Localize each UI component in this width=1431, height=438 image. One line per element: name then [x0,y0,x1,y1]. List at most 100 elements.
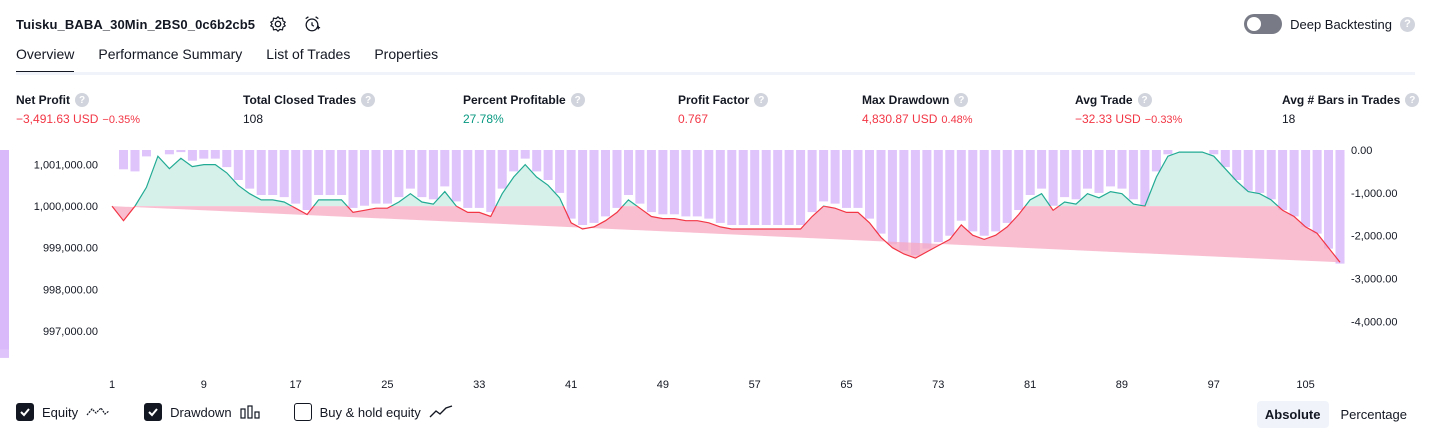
drawdown-bar [819,150,829,202]
metric-avg-bars-in-trades: Avg # Bars in Trades? 18 [1282,93,1420,126]
drawdown-bar [1220,150,1230,168]
drawdown-bar [130,150,140,172]
info-icon[interactable]: ? [361,93,376,107]
drawdown-bar [176,150,186,153]
drawdown-bar [646,150,656,213]
drawdown-bar [738,150,748,225]
drawdown-bar [279,150,289,198]
drawdown-bar [532,150,542,172]
x-tick-label: 1 [109,379,115,391]
drawdown-bar [1312,150,1322,234]
legend-buy-hold-label: Buy & hold equity [319,404,421,420]
drawdown-bar [784,150,794,225]
strategy-title: Tuisku_BABA_30Min_2BS0_0c6b2cb5 [16,16,256,32]
settings-icon[interactable] [267,13,289,35]
equity-drawdown-chart[interactable]: 1,001,000.00 1,000,000.00 999,000.00 998,00… [0,140,1431,396]
buy-hold-checkbox[interactable] [293,403,312,421]
drawdown-bar [1060,150,1070,198]
deep-backtesting-label: Deep Backtesting [1290,16,1392,32]
drawdown-bar [555,150,565,193]
drawdown-bar [337,150,347,195]
drawdown-bar [681,150,691,217]
info-icon[interactable]: ? [570,93,585,107]
legend-drawdown[interactable]: Drawdown [144,403,260,421]
info-icon[interactable]: ? [1137,93,1152,107]
equity-line-icon [86,407,110,416]
drawdown-bar [865,150,874,219]
tab-performance-summary[interactable]: Performance Summary [98,46,243,62]
legend-equity-label: Equity [42,404,79,420]
drawdown-bar [669,150,679,215]
drawdown-bar [405,150,415,189]
drawdown-bar [750,150,760,225]
drawdown-bar [899,150,909,251]
x-tick-label: 97 [1208,379,1220,391]
drawdown-bar [910,150,920,255]
y-right-tick-label: -4,000.00 [1351,316,1397,328]
info-icon[interactable]: ? [1405,93,1420,107]
metric-percent: −0.33% [1144,114,1183,126]
tab-list-of-trades[interactable]: List of Trades [266,46,351,62]
metric-label: Net Profit [16,93,70,107]
metric-label: Total Closed Trades [243,93,357,107]
info-icon[interactable]: ? [954,93,969,107]
drawdown-bar [210,150,220,159]
tab-bar: Overview Performance Summary List of Tra… [16,46,438,74]
drawdown-bar [383,150,392,204]
drawdown-checkbox[interactable] [144,403,163,421]
help-icon[interactable]: ? [1400,16,1415,32]
y-left-tick-label: 998,000.00 [43,284,98,296]
drawdown-bar [474,150,484,208]
drawdown-bar [509,150,519,172]
drawdown-bar [314,150,324,195]
drawdown-bar [1037,150,1047,189]
x-tick-label: 89 [1116,379,1128,391]
drawdown-bar [842,150,851,208]
legend-buy-hold[interactable]: Buy & hold equity [293,403,453,421]
drawdown-bar [796,150,806,225]
y-right-tick-label: 0.00 [1351,145,1372,157]
deep-backtesting: Deep Backtesting ? [1244,12,1415,36]
drawdown-bar [761,150,771,225]
x-tick-label: 65 [840,379,852,391]
drawdown-bar [1128,150,1138,200]
percentage-button[interactable]: Percentage [1340,407,1408,422]
drawdown-bar [922,150,932,249]
tab-divider [16,72,1415,75]
y-left-tick-label: 999,000.00 [43,243,98,255]
drawdown-bar [830,150,840,204]
drawdown-bar [1289,150,1299,217]
drawdown-bar [601,150,610,217]
drawdown-bars-icon [239,405,260,419]
drawdown-bar [233,150,243,180]
drawdown-bar [887,150,897,245]
info-icon[interactable]: ? [754,93,769,107]
drawdown-bar [933,150,943,243]
metric-max-drawdown: Max Drawdown? 4,830.87 USD 0.48% [862,93,973,126]
deep-backtesting-toggle[interactable] [1244,14,1283,34]
drawdown-bar [325,150,335,195]
drawdown-bar [1301,150,1311,228]
tab-overview[interactable]: Overview [16,46,75,74]
tab-properties[interactable]: Properties [374,46,439,62]
drawdown-bar [704,150,714,219]
legend-equity[interactable]: Equity [16,403,110,421]
drawdown-bar [1048,150,1058,206]
equity-checkbox[interactable] [16,403,34,421]
drawdown-bar [1324,150,1333,249]
drawdown-bar [589,150,599,223]
drawdown-bar [624,150,633,195]
drawdown-bar [348,150,358,208]
info-icon[interactable]: ? [75,93,89,107]
drawdown-bar [394,150,404,198]
equity-line-below [111,206,1341,263]
alarm-add-icon[interactable] [301,13,323,35]
metric-label: Percent Profitable [463,93,566,107]
drawdown-bar [773,150,783,225]
drawdown-bar [853,150,863,208]
y-left-tick-label: 1,001,000.00 [34,160,98,172]
drawdown-bar [1163,150,1173,155]
absolute-button[interactable]: Absolute [1256,401,1329,428]
drawdown-bar [1117,150,1127,189]
x-tick-label: 73 [932,379,944,391]
